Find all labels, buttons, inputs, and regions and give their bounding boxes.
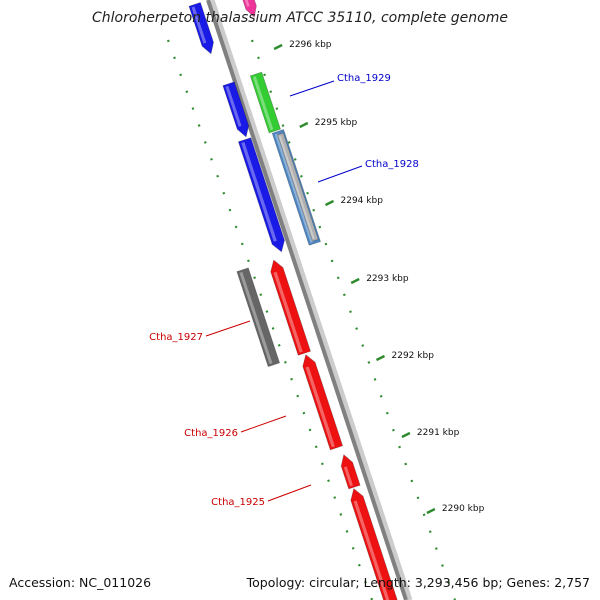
- gene-callout-line: [240, 415, 287, 433]
- gene-callout-line: [267, 484, 312, 502]
- gene-feature-red-1927b-shine: [273, 271, 303, 353]
- backbone: [206, 0, 408, 600]
- accession-label: Accession: NC_011026: [9, 575, 152, 590]
- tick-label: 2290 kbp: [442, 504, 485, 514]
- gene-feature-ctha1925-shine: [353, 500, 390, 600]
- gene-feature-silver[interactable]: [276, 132, 319, 242]
- gene-feature-ctha1926[interactable]: [302, 353, 344, 451]
- gene-feature-ctha1929[interactable]: [249, 71, 282, 134]
- gene-feature-ctha1926-shine: [305, 366, 335, 448]
- genome-summary: Topology: circular; Length: 3,293,456 bp…: [246, 575, 590, 590]
- gene-feature-red-1927b[interactable]: [270, 259, 312, 356]
- tick-label: 2294 kbp: [341, 196, 384, 206]
- gene-feature-pink-top[interactable]: [242, 0, 257, 18]
- gene-label-ctha_1925[interactable]: Ctha_1925: [211, 497, 265, 508]
- gene-feature-blue-1928[interactable]: [237, 137, 285, 253]
- gene-label-ctha_1927[interactable]: Ctha_1927: [149, 332, 203, 343]
- tick-mark: [273, 43, 283, 51]
- gene-label-ctha_1929[interactable]: Ctha_1929: [337, 73, 391, 84]
- gene-feature-ctha1928-shine: [274, 133, 314, 243]
- tick-mark: [350, 277, 360, 285]
- tick-mark: [375, 354, 386, 362]
- backbone-shadow: [209, 0, 413, 600]
- gene-feature-blue-1929b-shine: [225, 85, 242, 127]
- gene-feature-red-small[interactable]: [340, 453, 361, 490]
- gene-feature-ctha1927[interactable]: [236, 267, 281, 368]
- gene-callout-line: [289, 80, 335, 97]
- tick-label: 2292 kbp: [392, 351, 435, 361]
- gene-callout-line: [205, 320, 251, 337]
- gene-feature-blue-top[interactable]: [188, 1, 214, 55]
- map-title: Chloroherpeton thalassium ATCC 35110, co…: [92, 10, 508, 26]
- gene-label-ctha_1928[interactable]: Ctha_1928: [365, 159, 419, 170]
- gene-callout-line: [317, 165, 363, 183]
- tick-mark: [324, 199, 335, 207]
- gene-feature-blue-1929b[interactable]: [222, 81, 250, 138]
- gene-feature-pink-top-shine: [244, 0, 250, 7]
- tick-mark: [401, 431, 411, 439]
- gene-feature-ctha1927-shine: [239, 271, 273, 365]
- tick-mark: [426, 507, 436, 515]
- gene-feature-blue-1928-shine: [241, 141, 277, 242]
- gene-label-ctha_1926[interactable]: Ctha_1926: [184, 428, 238, 439]
- gene-feature-ctha1925[interactable]: [350, 487, 398, 600]
- tick-label: 2295 kbp: [315, 118, 358, 128]
- tick-label: 2293 kbp: [366, 274, 409, 284]
- gene-feature-ctha1929-shine: [252, 76, 274, 131]
- tick-label: 2291 kbp: [417, 428, 460, 438]
- tick-mark: [299, 121, 309, 129]
- gene-feature-blue-top-shine: [191, 6, 207, 44]
- gene-feature-red-small-shine: [343, 466, 353, 487]
- gene-feature-silver-shine: [278, 135, 315, 240]
- tick-label: 2296 kbp: [289, 40, 332, 50]
